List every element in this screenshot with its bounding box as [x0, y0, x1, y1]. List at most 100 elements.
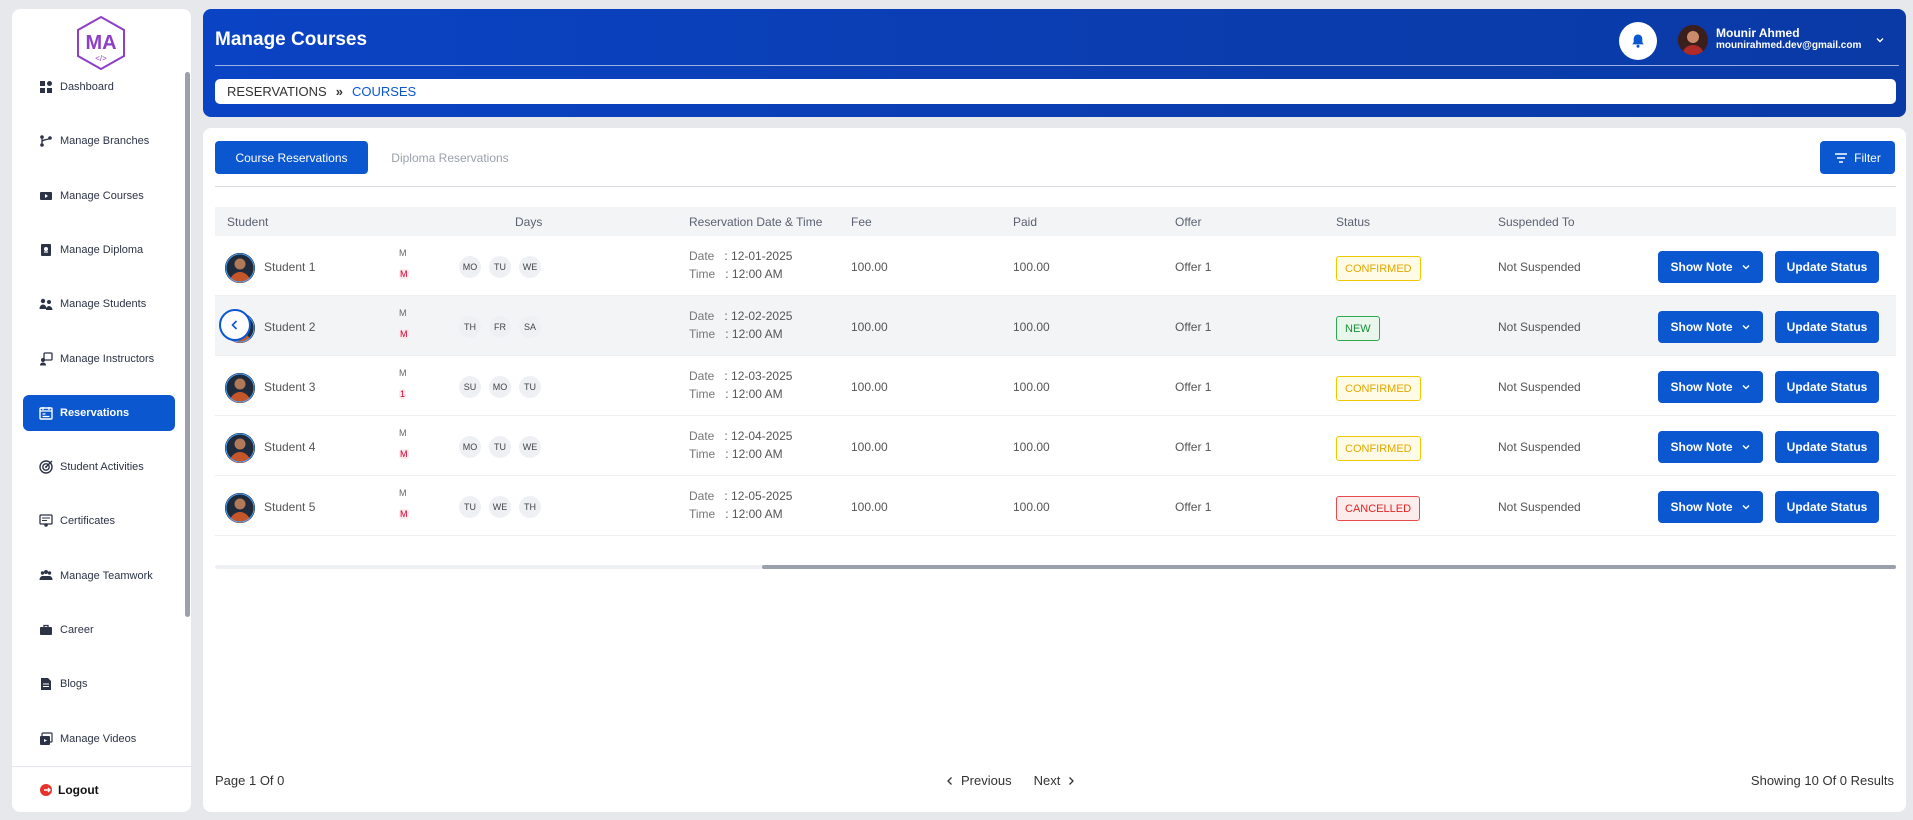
status-badge: CONFIRMED [1336, 256, 1421, 281]
sidebar-item-manage-branches[interactable]: Manage Branches [23, 123, 175, 159]
sidebar-item-dashboard[interactable]: Dashboard [23, 69, 175, 105]
update-status-button[interactable]: Update Status [1775, 371, 1879, 403]
sidebar-item-manage-students[interactable]: Manage Students [23, 286, 175, 322]
update-status-label: Update Status [1786, 260, 1868, 274]
results-info: Showing 10 Of 0 Results [1750, 773, 1894, 788]
show-note-button[interactable]: Show Note [1658, 431, 1763, 463]
sidebar-item-student-activities[interactable]: Student Activities [23, 449, 175, 485]
sidebar-item-manage-courses[interactable]: Manage Courses [23, 178, 175, 214]
dashboard-icon [40, 81, 52, 93]
time-value: : 12:00 AM [725, 507, 783, 521]
table-row: Student 2 M M TH FR SA Date: 12-02-2025 Time: 1… [215, 296, 1896, 356]
clipped-text: M [399, 368, 407, 378]
tab-diploma-reservations[interactable]: Diploma Reservations [391, 150, 509, 165]
offer-value: Offer 1 [1175, 320, 1212, 334]
time-label: Time [689, 387, 716, 401]
notifications-button[interactable] [1619, 22, 1657, 60]
sidebar-item-manage-instructors[interactable]: Manage Instructors [23, 341, 175, 377]
tab-course-reservations[interactable]: Course Reservations [215, 141, 368, 174]
user-name[interactable]: Mounir Ahmed [1716, 26, 1800, 40]
reservations-icon [39, 406, 53, 420]
paid-value: 100.00 [1013, 320, 1050, 334]
day-chip: SU [459, 376, 481, 398]
sidebar-item-career[interactable]: Career [23, 612, 175, 648]
date-value: : 12-03-2025 [724, 369, 793, 383]
student-name[interactable]: Student 4 [264, 440, 316, 454]
show-note-button[interactable]: Show Note [1658, 371, 1763, 403]
update-status-button[interactable]: Update Status [1775, 311, 1879, 343]
date-value: : 12-02-2025 [724, 309, 793, 323]
sidebar-item-manage-diploma[interactable]: Manage Diploma [23, 232, 175, 268]
breadcrumb-root[interactable]: RESERVATIONS [227, 84, 327, 99]
suspended-value: Not Suspended [1498, 380, 1581, 394]
scroll-left-button[interactable] [219, 309, 251, 341]
diploma-icon [41, 243, 51, 256]
sidebar-item-label: Manage Videos [60, 732, 137, 745]
offer-value: Offer 1 [1175, 500, 1212, 514]
next-button[interactable]: Next [1034, 773, 1077, 788]
reservations-card: Course Reservations Diploma Reservations… [203, 128, 1906, 812]
clipped-text: M [399, 269, 409, 279]
sidebar-item-label: Blogs [60, 678, 88, 691]
student-name[interactable]: Student 2 [264, 320, 316, 334]
header-divider [215, 65, 1899, 66]
student-name[interactable]: Student 3 [264, 380, 316, 394]
previous-button[interactable]: Previous [945, 773, 1012, 788]
breadcrumb: RESERVATIONS » COURSES [215, 79, 1896, 104]
show-note-button[interactable]: Show Note [1658, 491, 1763, 523]
sidebar-item-reservations[interactable]: Reservations [23, 394, 175, 431]
fee-value: 100.00 [851, 500, 888, 514]
sidebar-item-certificates[interactable]: Certificates [23, 503, 175, 539]
sidebar-item-manage-teamwork[interactable]: Manage Teamwork [23, 558, 175, 594]
paid-value: 100.00 [1013, 380, 1050, 394]
student-name[interactable]: Student 5 [264, 500, 316, 514]
student-avatar [225, 493, 255, 523]
show-note-button[interactable]: Show Note [1658, 311, 1763, 343]
certificate-icon [39, 514, 53, 528]
logout-icon [40, 783, 52, 796]
clipped-text: M [399, 449, 409, 459]
page-title: Manage Courses [215, 29, 368, 50]
chevron-left-icon [231, 320, 238, 330]
chevron-right-icon [1069, 776, 1075, 785]
team-icon [39, 569, 53, 580]
filter-button[interactable]: Filter [1820, 141, 1895, 174]
show-note-button[interactable]: Show Note [1658, 251, 1763, 283]
date-label: Date [689, 489, 715, 503]
reservation-date: Date: 12-04-2025 [689, 429, 792, 443]
offer-value: Offer 1 [1175, 260, 1212, 274]
fee-value: 100.00 [851, 440, 888, 454]
sidebar-scrollbar[interactable] [185, 72, 190, 617]
branch-icon [40, 135, 52, 148]
table-horizontal-scrollbar[interactable] [215, 565, 1896, 569]
chevron-down-icon[interactable] [1875, 35, 1885, 45]
student-name[interactable]: Student 1 [264, 260, 316, 274]
update-status-button[interactable]: Update Status [1775, 431, 1879, 463]
sidebar-item-blogs[interactable]: Blogs [23, 666, 175, 702]
show-note-label: Show Note [1670, 500, 1733, 514]
update-status-button[interactable]: Update Status [1775, 251, 1879, 283]
date-value: : 12-04-2025 [724, 429, 793, 443]
sidebar-item-label: Manage Teamwork [60, 569, 153, 582]
paid-value: 100.00 [1013, 260, 1050, 274]
sidebar-item-label: Manage Students [60, 298, 147, 311]
day-chip: SA [519, 316, 541, 338]
status-badge: CANCELLED [1336, 496, 1421, 521]
user-email[interactable]: mounirahmed.dev@gmail.com [1716, 40, 1862, 51]
reservation-time: Time: 12:00 AM [689, 387, 783, 401]
day-chip: TU [489, 436, 511, 458]
logout-button[interactable]: Logout [12, 766, 191, 812]
update-status-label: Update Status [1786, 500, 1868, 514]
date-label: Date [689, 369, 715, 383]
th-datetime: Reservation Date & Time [689, 215, 823, 229]
sidebar-item-manage-videos[interactable]: Manage Videos [23, 721, 175, 757]
date-label: Date [689, 249, 715, 263]
day-chip: TH [519, 496, 541, 518]
update-status-button[interactable]: Update Status [1775, 491, 1879, 523]
clipped-text: M [399, 428, 407, 438]
user-avatar[interactable] [1678, 25, 1708, 55]
th-fee: Fee [851, 215, 872, 229]
scrollbar-thumb[interactable] [762, 565, 1896, 569]
student-avatar [225, 433, 255, 463]
suspended-value: Not Suspended [1498, 500, 1581, 514]
